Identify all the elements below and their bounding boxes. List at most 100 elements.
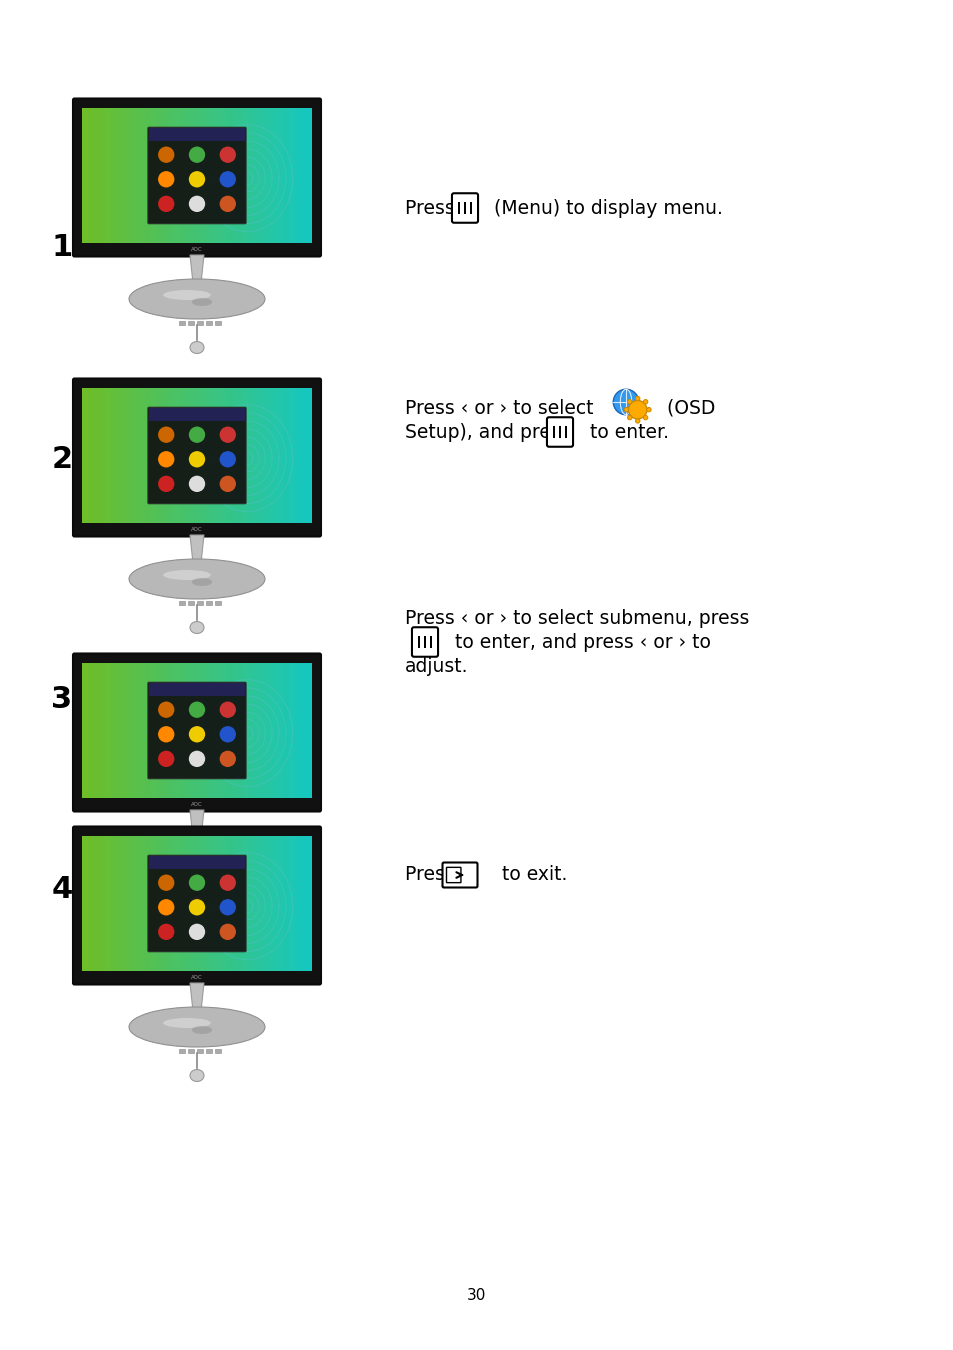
Bar bbox=[179, 663, 187, 798]
Text: 3: 3 bbox=[51, 686, 72, 714]
Circle shape bbox=[189, 427, 205, 443]
Text: AOC: AOC bbox=[191, 247, 203, 252]
Bar bbox=[202, 387, 210, 522]
Bar bbox=[133, 387, 141, 522]
Circle shape bbox=[158, 427, 174, 443]
Bar bbox=[283, 108, 290, 243]
Bar bbox=[243, 836, 250, 971]
Bar bbox=[283, 836, 290, 971]
Bar bbox=[260, 663, 267, 798]
Bar bbox=[133, 663, 141, 798]
Bar bbox=[196, 836, 204, 971]
Bar bbox=[300, 836, 307, 971]
Bar bbox=[156, 108, 164, 243]
Bar bbox=[82, 836, 90, 971]
Circle shape bbox=[219, 475, 235, 491]
Text: 4: 4 bbox=[51, 876, 72, 904]
Text: Press: Press bbox=[405, 865, 466, 884]
Bar bbox=[272, 836, 278, 971]
Circle shape bbox=[189, 875, 205, 891]
Bar bbox=[122, 108, 130, 243]
Ellipse shape bbox=[190, 342, 204, 354]
Bar bbox=[196, 387, 204, 522]
Circle shape bbox=[219, 427, 235, 443]
Bar bbox=[188, 876, 193, 879]
Polygon shape bbox=[190, 535, 204, 563]
Bar bbox=[249, 387, 255, 522]
Bar bbox=[220, 387, 227, 522]
Bar bbox=[214, 876, 221, 879]
Bar bbox=[139, 108, 147, 243]
Bar bbox=[249, 663, 255, 798]
Bar bbox=[179, 876, 185, 879]
Bar bbox=[209, 836, 215, 971]
Bar bbox=[277, 387, 284, 522]
Bar bbox=[162, 108, 170, 243]
Bar bbox=[220, 663, 227, 798]
Circle shape bbox=[158, 475, 174, 491]
Circle shape bbox=[158, 899, 174, 915]
Bar bbox=[243, 108, 250, 243]
Bar bbox=[243, 663, 250, 798]
Bar bbox=[191, 387, 198, 522]
Bar bbox=[111, 108, 118, 243]
Bar bbox=[128, 663, 135, 798]
Circle shape bbox=[219, 923, 235, 940]
Bar bbox=[272, 387, 278, 522]
Bar bbox=[145, 836, 152, 971]
Bar bbox=[418, 636, 420, 648]
Bar bbox=[237, 836, 244, 971]
Bar bbox=[122, 663, 130, 798]
Bar bbox=[266, 836, 273, 971]
Circle shape bbox=[158, 451, 174, 467]
Bar bbox=[93, 108, 101, 243]
Bar bbox=[82, 387, 90, 522]
Bar bbox=[133, 108, 141, 243]
Bar bbox=[306, 663, 313, 798]
Bar bbox=[294, 387, 301, 522]
Circle shape bbox=[158, 923, 174, 940]
Bar bbox=[220, 108, 227, 243]
Circle shape bbox=[613, 389, 639, 414]
Text: (OSD: (OSD bbox=[655, 398, 715, 417]
Circle shape bbox=[642, 416, 647, 420]
Circle shape bbox=[219, 875, 235, 891]
Bar bbox=[105, 836, 112, 971]
Bar bbox=[191, 836, 198, 971]
Bar bbox=[272, 108, 278, 243]
FancyBboxPatch shape bbox=[73, 653, 320, 811]
Bar bbox=[277, 108, 284, 243]
Bar bbox=[206, 1049, 212, 1053]
Circle shape bbox=[189, 196, 205, 212]
Bar bbox=[237, 387, 244, 522]
Polygon shape bbox=[190, 983, 204, 1011]
Polygon shape bbox=[190, 810, 204, 838]
Bar bbox=[214, 836, 221, 971]
FancyBboxPatch shape bbox=[148, 682, 246, 779]
Bar bbox=[116, 108, 124, 243]
Bar bbox=[232, 108, 238, 243]
Circle shape bbox=[219, 751, 235, 767]
Bar bbox=[289, 663, 295, 798]
Bar bbox=[93, 663, 101, 798]
Ellipse shape bbox=[163, 570, 211, 580]
Bar bbox=[289, 108, 295, 243]
Bar bbox=[188, 321, 193, 324]
Bar bbox=[111, 663, 118, 798]
Bar bbox=[249, 836, 255, 971]
Bar bbox=[156, 387, 164, 522]
Ellipse shape bbox=[192, 298, 212, 306]
Bar bbox=[430, 636, 432, 648]
Circle shape bbox=[219, 196, 235, 212]
Bar bbox=[145, 108, 152, 243]
Bar bbox=[162, 387, 170, 522]
Circle shape bbox=[635, 418, 639, 423]
Bar bbox=[105, 663, 112, 798]
Bar bbox=[196, 321, 203, 324]
Bar bbox=[202, 108, 210, 243]
Text: adjust.: adjust. bbox=[405, 656, 468, 675]
FancyBboxPatch shape bbox=[148, 856, 246, 952]
Bar bbox=[209, 663, 215, 798]
Bar bbox=[105, 387, 112, 522]
Bar bbox=[206, 601, 212, 605]
